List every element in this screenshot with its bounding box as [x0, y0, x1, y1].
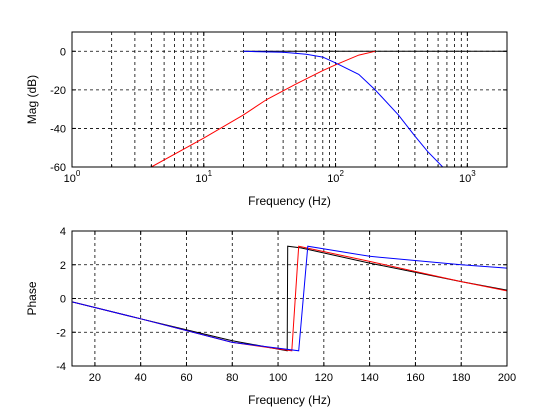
magnitude-series-line-2: [243, 50, 444, 167]
phase-x-tick-label: 60: [180, 372, 192, 384]
phase-x-tick-label: 120: [315, 372, 333, 384]
phase-y-tick-label: -2: [56, 327, 66, 339]
phase-x-tick-label: 20: [89, 372, 101, 384]
magnitude-y-tick-label: -60: [50, 162, 66, 174]
phase-y-tick-label: 4: [60, 226, 66, 238]
phase-x-axis-label: Frequency (Hz): [248, 393, 331, 407]
magnitude-x-axis-label: Frequency (Hz): [248, 194, 331, 208]
phase-x-tick-label: 200: [498, 372, 516, 384]
phase-x-tick-label: 40: [135, 372, 147, 384]
phase-y-axis-label: Phase: [25, 281, 39, 315]
magnitude-axes-frame: [71, 31, 508, 168]
phase-x-tick-label: 140: [360, 372, 378, 384]
phase-series-line-0: [72, 245, 507, 352]
magnitude-x-tick-label: 100: [64, 169, 81, 185]
phase-series-line-2: [72, 245, 507, 352]
magnitude-x-tick-label: 101: [195, 169, 212, 185]
magnitude-series-line-1: [151, 50, 376, 167]
magnitude-y-tick-label: -20: [50, 85, 66, 97]
phase-x-tick-label: 160: [406, 372, 424, 384]
phase-y-tick-label: -4: [56, 361, 66, 373]
magnitude-x-tick-label: 102: [327, 169, 344, 185]
magnitude-plot: 100 101 102 103 0 -20 -40 -60 Frequency (Hz) Ma…: [25, 31, 508, 208]
magnitude-x-tick-label: 103: [459, 169, 476, 185]
phase-y-tick-label: 0: [60, 294, 66, 306]
magnitude-y-tick-label: 0: [60, 46, 66, 58]
phase-x-tick-label: 80: [226, 372, 238, 384]
phase-y-tick-label: 2: [60, 260, 66, 272]
phase-x-tick-label: 180: [452, 372, 470, 384]
magnitude-y-axis-label: Mag (dB): [25, 75, 39, 124]
magnitude-y-tick-label: -40: [50, 123, 66, 135]
phase-x-tick-label: 100: [269, 372, 287, 384]
